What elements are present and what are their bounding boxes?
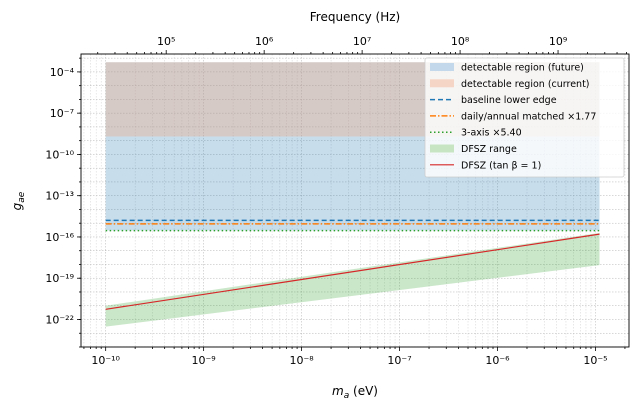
- legend-label: daily/annual matched ×1.77: [461, 111, 596, 122]
- legend-label: detectable region (current): [461, 79, 590, 90]
- legend-swatch: [430, 63, 454, 71]
- top-axis-label: Frequency (Hz): [310, 10, 401, 24]
- x-axis-label: ma (eV): [332, 384, 378, 401]
- x-tick-label: 10⁻⁶: [485, 354, 510, 367]
- legend: detectable region (future) detectable reg…: [424, 57, 625, 178]
- y-axis-label: gae: [10, 191, 27, 210]
- series-lines: [105, 219, 600, 310]
- region-dfsz-range: [105, 232, 600, 327]
- y-tick-label: 10⁻²²: [45, 313, 74, 326]
- x-tick-label: 10⁻¹⁰: [91, 354, 120, 367]
- x-tick-label: 10⁻⁵: [583, 354, 607, 367]
- legend-label: 3-axis ×5.40: [461, 128, 522, 139]
- y-tick-label: 10⁻¹³: [45, 190, 74, 203]
- legend-swatch: [430, 144, 454, 153]
- plot-frame: [80, 53, 630, 348]
- x-tick-label: 10⁻⁷: [387, 354, 411, 367]
- legend-swatch: [430, 79, 454, 88]
- axis-ticks: 10⁻¹⁰ 10⁻⁹ 10⁻⁸ 10⁻⁷ 10⁻⁶ 10⁻⁵ 10⁵ 10⁶ 10⁷ 10⁸ 10⁹…: [45, 35, 627, 367]
- x-tick-label: 10⁻⁸: [289, 354, 314, 367]
- y-tick-label: 10⁻⁷: [50, 107, 74, 120]
- y-tick-label: 10⁻¹⁰: [45, 148, 74, 161]
- legend-label: DFSZ (tan β = 1): [461, 160, 541, 171]
- series-dfsz-tan-: [105, 233, 600, 310]
- y-tick-label: 10⁻⁴: [50, 66, 75, 79]
- y-tick-label: 10⁻¹⁹: [45, 272, 74, 285]
- y-tick-label: 10⁻¹⁶: [45, 231, 74, 244]
- top-tick-label: 10⁵: [157, 35, 175, 48]
- legend-label: detectable region (future): [461, 63, 584, 74]
- legend-label: DFSZ range: [461, 144, 517, 155]
- legend-label: baseline lower edge: [461, 95, 557, 106]
- x-tick-label: 10⁻⁹: [192, 354, 216, 367]
- top-tick-label: 10⁹: [549, 35, 567, 48]
- top-tick-label: 10⁷: [353, 35, 371, 48]
- legend-box: [424, 57, 625, 178]
- top-tick-label: 10⁶: [255, 35, 274, 48]
- top-tick-label: 10⁸: [451, 35, 470, 48]
